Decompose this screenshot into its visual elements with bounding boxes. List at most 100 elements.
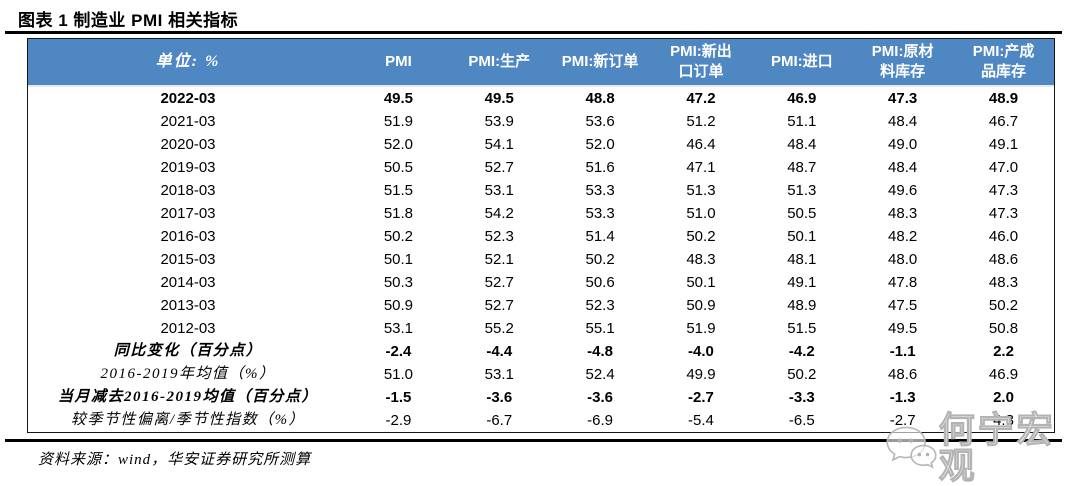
table-row: 2015-03 50.1 52.1 50.2 48.3 48.1 48.0 48.6 xyxy=(28,248,1054,271)
value-cell: 46.0 xyxy=(988,228,1019,245)
row-label: 2012-03 xyxy=(160,320,216,337)
value-cell: 51.0 xyxy=(383,366,414,383)
value-cell: -4.0 xyxy=(688,343,714,360)
row-label: 2016-2019年均值（%） xyxy=(100,366,276,382)
value-cell: -3.6 xyxy=(587,389,614,406)
value-cell: -2.7 xyxy=(889,412,916,429)
value-cell: 50.8 xyxy=(988,320,1019,337)
table-row: 2016-03 50.2 52.3 51.4 50.2 50.1 48.2 46.0 xyxy=(28,225,1054,248)
value-cell: 51.9 xyxy=(383,113,414,130)
value-cell: 47.5 xyxy=(888,297,918,314)
column-header: PMI:生产 xyxy=(448,39,550,87)
value-cell: 50.2 xyxy=(686,228,716,245)
row-label: 2015-03 xyxy=(160,251,216,268)
value-cell: -3.6 xyxy=(486,389,513,406)
value-cell: 50.2 xyxy=(988,297,1019,314)
value-cell: 51.2 xyxy=(686,113,716,130)
table-row: 2020-03 52.0 54.1 52.0 46.4 48.4 49.0 49.1 xyxy=(28,133,1054,156)
pmi-data-table: 单位: % PMI PMI:生产 PMI:新订单 PMI:新出 口订单 PMI:进口 PM… xyxy=(28,39,1054,432)
value-cell: 2.0 xyxy=(993,389,1014,406)
value-cell: 54.1 xyxy=(484,136,514,153)
value-cell: 49.1 xyxy=(787,274,817,291)
value-cell: 50.2 xyxy=(787,366,817,383)
value-cell: -1.1 xyxy=(889,343,916,360)
value-cell: 53.1 xyxy=(383,320,414,337)
value-cell: -6.9 xyxy=(587,412,614,429)
value-cell: 48.4 xyxy=(787,136,817,153)
value-cell: 48.6 xyxy=(888,366,918,383)
value-cell: 49.0 xyxy=(888,136,918,153)
value-cell: 52.4 xyxy=(585,366,615,383)
row-label: 较季节性偏离/季节性指数（%） xyxy=(70,412,306,428)
value-cell: 50.2 xyxy=(585,251,615,268)
column-header: PMI:原材 料库存 xyxy=(852,39,954,87)
value-cell: 55.2 xyxy=(484,320,514,337)
row-label: 2019-03 xyxy=(160,159,216,176)
row-label: 当月减去2016-2019均值（百分点） xyxy=(58,389,318,405)
column-header: PMI xyxy=(348,39,449,87)
value-cell: 52.0 xyxy=(383,136,414,153)
value-cell: 48.7 xyxy=(787,159,817,176)
value-cell: 50.1 xyxy=(686,274,716,291)
value-cell: 52.7 xyxy=(484,297,514,314)
table-row: 2013-03 50.9 52.7 52.3 50.9 48.9 47.5 50.2 xyxy=(28,294,1054,317)
value-cell: 53.3 xyxy=(585,182,615,199)
value-cell: 54.2 xyxy=(484,205,514,222)
unit-header: 单位: % xyxy=(28,39,348,87)
value-cell: 53.9 xyxy=(484,113,514,130)
value-cell: 46.9 xyxy=(787,90,817,107)
value-cell: 46.7 xyxy=(988,113,1019,130)
column-header: PMI:新订单 xyxy=(549,39,651,87)
value-cell: 47.3 xyxy=(988,182,1019,199)
value-cell: 48.3 xyxy=(686,251,716,268)
table-row: 2019-03 50.5 52.7 51.6 47.1 48.7 48.4 47.0 xyxy=(28,156,1054,179)
value-cell: 49.5 xyxy=(484,90,514,107)
value-cell: 48.4 xyxy=(888,113,918,130)
value-cell: 50.1 xyxy=(383,251,414,268)
table-row: 2014-03 50.3 52.7 50.6 50.1 49.1 47.8 48.3 xyxy=(28,271,1054,294)
value-cell: 51.3 xyxy=(686,182,716,199)
value-cell: -5.4 xyxy=(688,412,714,429)
row-label: 2017-03 xyxy=(160,205,216,222)
value-cell: 52.7 xyxy=(484,274,514,291)
column-header: PMI:新出 口订单 xyxy=(650,39,752,87)
row-label: 2018-03 xyxy=(160,182,216,199)
value-cell: 48.9 xyxy=(988,90,1019,107)
value-cell: 51.5 xyxy=(787,320,817,337)
value-cell: 51.6 xyxy=(585,159,615,176)
value-cell: 48.2 xyxy=(888,228,918,245)
value-cell: -4.4 xyxy=(486,343,513,360)
table-row: 2012-03 53.1 55.2 55.1 51.9 51.5 49.5 50.8 xyxy=(28,317,1054,340)
value-cell: 51.9 xyxy=(686,320,716,337)
column-header: PMI:产成 品库存 xyxy=(953,39,1054,87)
value-cell: 48.3 xyxy=(988,274,1019,291)
value-cell: 47.3 xyxy=(888,90,918,107)
row-label: 同比变化（百分点） xyxy=(113,343,263,359)
value-cell: 49.5 xyxy=(383,90,414,107)
value-cell: 51.3 xyxy=(787,182,817,199)
title-rule xyxy=(5,31,1062,34)
value-cell: 46.9 xyxy=(988,366,1019,383)
value-cell: 52.1 xyxy=(484,251,514,268)
value-cell: 47.2 xyxy=(686,90,716,107)
value-cell: 47.8 xyxy=(888,274,918,291)
value-cell: 49.9 xyxy=(686,366,716,383)
value-cell: 53.1 xyxy=(484,182,514,199)
value-cell: -2.7 xyxy=(688,389,714,406)
value-cell: 50.9 xyxy=(383,297,414,314)
value-cell: 48.8 xyxy=(585,90,615,107)
value-cell: 50.5 xyxy=(383,159,414,176)
row-label: 2021-03 xyxy=(160,113,216,130)
value-cell: 47.3 xyxy=(988,205,1019,222)
row-label: 2022-03 xyxy=(160,90,216,107)
row-label: 2014-03 xyxy=(160,274,216,291)
value-cell: 48.9 xyxy=(787,297,817,314)
value-cell: 50.9 xyxy=(686,297,716,314)
value-cell: 47.0 xyxy=(988,159,1019,176)
table-row: 同比变化（百分点） -2.4 -4.4 -4.8 -4.0 -4.2 -1.1 2.2 xyxy=(28,340,1054,363)
value-cell: 48.6 xyxy=(988,251,1019,268)
value-cell: 52.7 xyxy=(484,159,514,176)
value-cell: 48.0 xyxy=(888,251,918,268)
row-label: 2020-03 xyxy=(160,136,216,153)
value-cell: 47.1 xyxy=(686,159,716,176)
